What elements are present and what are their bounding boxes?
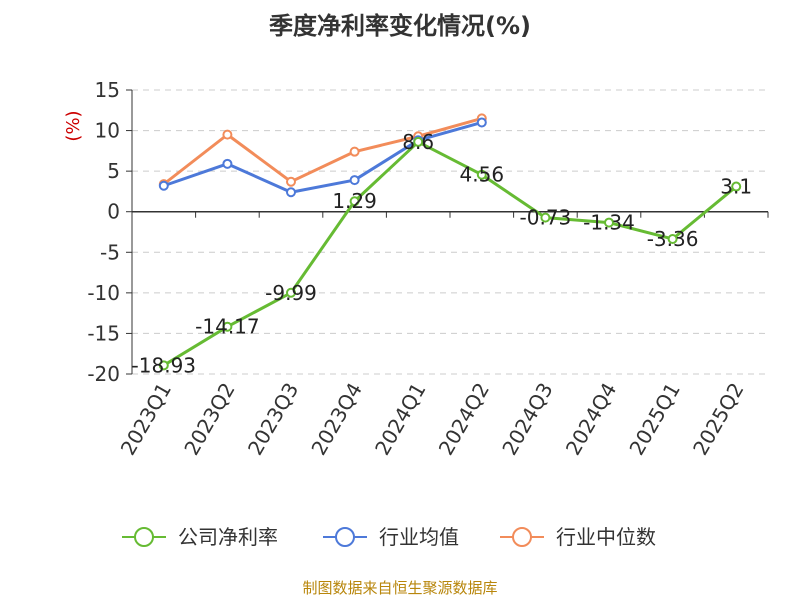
series-point xyxy=(540,212,551,223)
series-point xyxy=(349,196,360,207)
data-label: -3.36 xyxy=(647,227,699,251)
series-point xyxy=(349,146,360,157)
legend-label: 公司净利率 xyxy=(178,525,278,549)
series-point xyxy=(222,129,233,140)
series-point xyxy=(158,360,169,371)
axes xyxy=(126,89,769,375)
series-point xyxy=(286,287,296,298)
x-tick-label: 2023Q4 xyxy=(306,379,366,460)
series-line xyxy=(163,140,738,367)
data-label: 4.56 xyxy=(460,163,505,187)
y-tick-label: -20 xyxy=(87,362,120,386)
series-point xyxy=(286,187,296,198)
legend-marker xyxy=(335,527,355,547)
chart-title: 季度净利率变化情况(%) xyxy=(269,12,531,40)
series-point xyxy=(158,180,169,191)
legend: 公司净利率 行业均值 行业中位数 xyxy=(122,525,656,549)
y-tick-label: -10 xyxy=(87,281,120,305)
legend-label: 行业中位数 xyxy=(556,525,656,549)
data-label: 8.6 xyxy=(402,130,434,154)
series-lines xyxy=(158,113,742,371)
series-point xyxy=(476,117,487,128)
y-tick-label: -5 xyxy=(100,240,120,264)
series-point xyxy=(731,181,742,192)
series-point xyxy=(476,169,487,180)
x-tick-label: 2023Q2 xyxy=(179,379,239,460)
legend-marker xyxy=(512,527,532,547)
series-point xyxy=(604,217,614,228)
y-tick-label: -15 xyxy=(87,321,120,345)
series-point xyxy=(349,175,360,186)
y-axis-label: (%) xyxy=(63,110,84,141)
y-tick-labels: 15 10 5 0 -5 -10 -15 -20 xyxy=(87,78,120,386)
y-tick-label: 15 xyxy=(95,78,120,102)
y-tick-label: 0 xyxy=(107,200,120,224)
data-label: -1.34 xyxy=(583,211,635,235)
legend-marker xyxy=(134,527,154,547)
grid-lines xyxy=(132,89,768,375)
x-tick-label: 2023Q1 xyxy=(116,379,176,460)
data-label: -14.17 xyxy=(195,315,259,339)
series-line xyxy=(163,121,483,194)
x-tick-label: 2025Q2 xyxy=(688,379,748,460)
data-labels: -18.93 -14.17-9.99 1.29 8.6 4.56 -0.73 -1.34 -3… xyxy=(132,130,753,377)
data-label: 3.1 xyxy=(720,175,752,199)
series-point xyxy=(413,136,424,147)
series-point xyxy=(286,176,296,187)
x-tick-label: 2023Q3 xyxy=(243,379,303,460)
x-tick-label: 2024Q3 xyxy=(497,379,557,460)
data-label: 1.29 xyxy=(332,189,377,213)
series-point xyxy=(222,321,233,332)
x-tick-label: 2024Q1 xyxy=(370,379,430,460)
source-note: 制图数据来自恒生聚源数据库 xyxy=(302,579,497,597)
x-tick-label: 2024Q2 xyxy=(434,379,494,460)
data-label: -0.73 xyxy=(520,206,572,230)
legend-label: 行业均值 xyxy=(379,525,459,549)
series-point xyxy=(222,158,233,169)
series-point xyxy=(667,233,678,244)
y-tick-label: 10 xyxy=(95,119,120,143)
series-line xyxy=(162,116,483,186)
x-tick-labels: 2023Q1 2023Q2 2023Q3 2023Q4 2024Q1 2024Q2 2024… xyxy=(116,379,749,460)
y-tick-label: 5 xyxy=(107,159,120,183)
data-label: -9.99 xyxy=(265,281,317,305)
x-tick-label: 2025Q1 xyxy=(624,379,684,460)
data-label: -18.93 xyxy=(132,353,196,377)
x-tick-label: 2024Q4 xyxy=(561,379,621,460)
